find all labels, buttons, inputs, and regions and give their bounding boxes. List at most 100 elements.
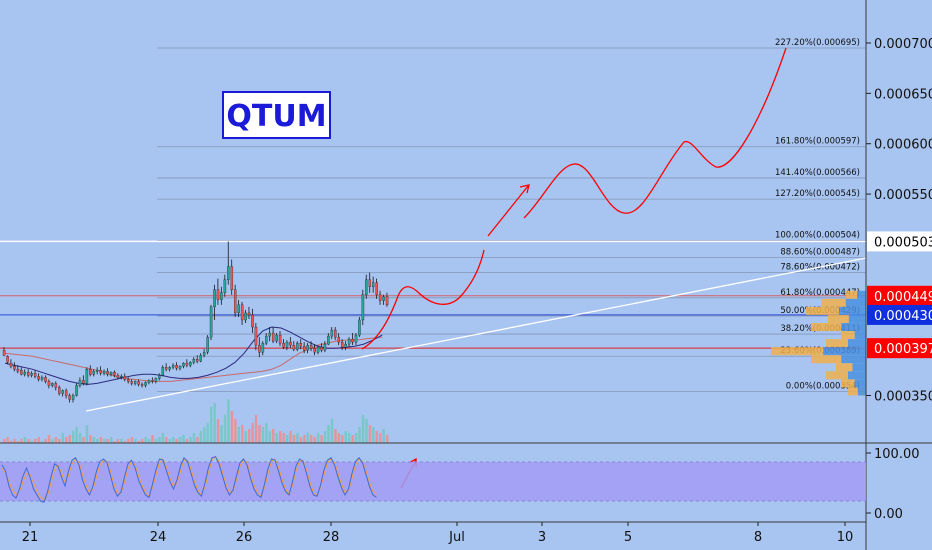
fib-label: 161.80%(0.000597) [775,137,860,147]
volume-bar [306,433,309,443]
volume-bar [85,425,89,443]
candle-body [316,347,320,353]
volume-bars [3,399,389,443]
candle-body [92,371,96,375]
candle-body [151,380,154,382]
ma-fast-line [4,326,383,385]
volume-bar [20,439,23,443]
time-tick-label: 28 [323,530,340,545]
volume-bar [127,439,130,443]
volume-bar [178,437,182,443]
volume-bar [379,433,382,443]
symbol-label-box [222,91,331,139]
volume-bar [285,435,289,443]
oscillator-tick-label: 0.00 [874,507,903,522]
candle-body [285,341,289,348]
candle-body [78,380,82,386]
candle-body [375,282,378,295]
candle-body [347,338,351,345]
volume-bar [185,439,189,443]
profile-bar [839,306,866,315]
oscillator-band [0,462,866,501]
candle-body [282,342,285,348]
profile-bar [811,323,842,332]
candle-body [23,372,27,375]
volume-bar [134,439,137,443]
volume-bar [165,437,168,443]
candle-body [220,292,223,300]
candle-body [289,341,292,346]
candle-body [306,344,309,351]
volume-bar [334,429,337,443]
candle-body [96,370,99,372]
candle-body [292,344,296,350]
moving-averages [4,326,383,385]
volume-bar [341,435,344,443]
volume-bar [254,415,258,443]
time-tick-label: 5 [624,530,632,545]
candle-body [26,372,30,376]
candle-body [313,348,316,353]
candle-body [137,381,140,385]
projection-path-2[interactable] [523,47,787,219]
candle-body [2,350,6,356]
volume-bar [141,439,144,443]
time-tick-label: Jul [448,530,465,545]
volume-bar [234,419,237,443]
volume-bar [385,435,389,443]
candle-body [261,342,265,353]
candle-body [192,359,196,363]
volume-bar [382,429,385,443]
price-badge [867,338,932,359]
candle-body [44,377,47,382]
time-tick-label: 21 [22,530,39,545]
candle-body [171,365,175,368]
projection-path-1[interactable] [361,249,485,350]
price-tick-label: 0.000650 [874,87,932,102]
candle-body [185,363,189,366]
volume-bar [292,435,296,443]
volume-bar [247,429,251,443]
volume-bar [206,423,209,443]
volume-bar [113,441,116,443]
candle-body [299,342,303,347]
volume-bar [299,437,303,443]
candle-body [330,329,334,337]
volume-bar [161,433,165,443]
candle-body [254,326,258,346]
candle-body [189,362,192,366]
candle-body [133,381,137,384]
candle-body [99,370,102,374]
volume-bar [230,411,234,443]
price-tick-label: 0.000600 [874,138,932,153]
candle-body [244,312,247,321]
volume-bar [237,427,240,443]
volume-bar [344,431,347,443]
candle-body [13,366,16,370]
volume-bar [182,435,185,443]
candle-body [206,336,209,353]
volume-bar [337,433,341,443]
candle-body [247,312,251,316]
candle-body [51,383,54,386]
profile-bar [857,290,866,299]
candle-body [378,294,382,301]
profile-bar [806,306,839,315]
candle-body [278,334,282,344]
profile-bar [821,298,846,307]
volume-bar [368,425,372,443]
candle-body [354,334,358,343]
time-axis[interactable]: 21 24 26 28 Jul 3 5 8 10 [22,522,854,545]
volume-bar [323,431,327,443]
candle-body [213,289,216,308]
ascending-trendline[interactable] [85,257,867,412]
profile-bar [828,314,849,323]
candle-body [64,390,68,396]
candle-body [6,356,9,363]
projection-arrow-1[interactable] [487,184,530,237]
candle-body [147,380,151,383]
price-axis[interactable]: 0.000700 0.000650 0.000600 0.000550 0.000350 [866,37,932,405]
candle-body [58,387,61,394]
volume-bar [351,435,354,443]
